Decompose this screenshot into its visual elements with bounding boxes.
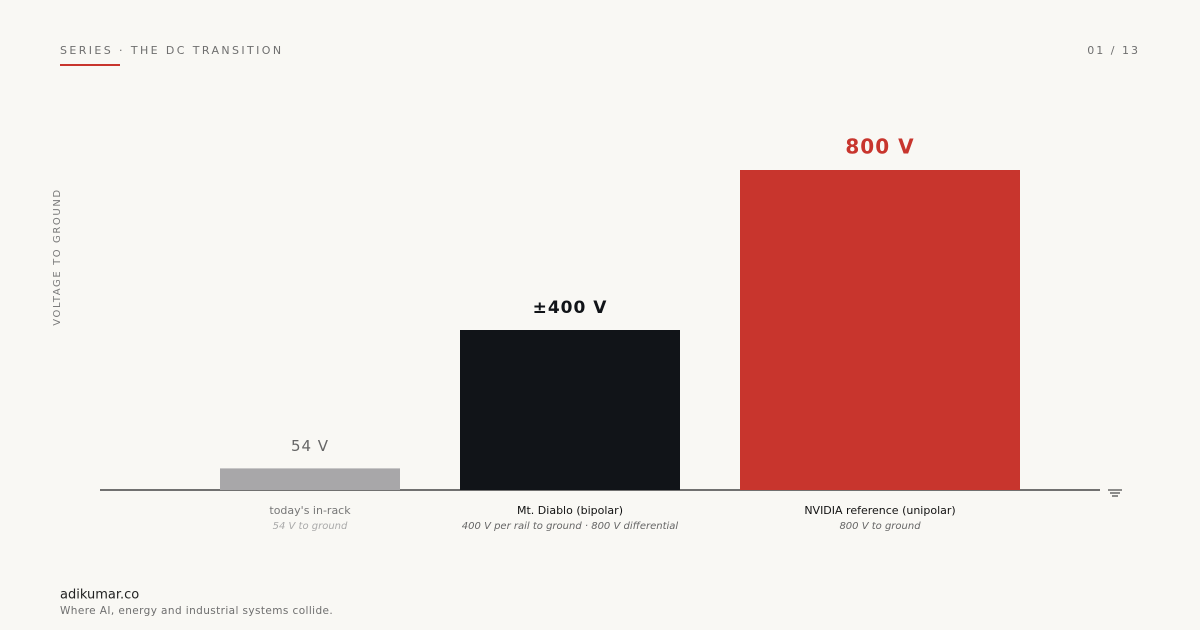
x-tick-label: Mt. Diablo (bipolar) xyxy=(517,504,623,517)
value-label: ±400 V xyxy=(533,298,608,318)
value-label: 54 V xyxy=(291,437,329,455)
x-tick-label: today's in-rack xyxy=(269,504,351,517)
tagline: Where AI, energy and industrial systems … xyxy=(60,605,333,617)
value-label: 800 V xyxy=(845,135,914,159)
bar xyxy=(220,468,400,490)
series-title: SERIES · THE DC TRANSITION xyxy=(60,44,283,57)
category-note: 400 V per rail to ground · 800 V differe… xyxy=(462,521,679,532)
x-tick-label: NVIDIA reference (unipolar) xyxy=(804,504,955,517)
category-note: 800 V to ground xyxy=(839,521,921,532)
page-number: 01 / 13 xyxy=(1087,44,1140,57)
y-axis-label: VOLTAGE TO GROUND xyxy=(52,188,63,325)
filter-icon xyxy=(1108,489,1122,497)
bar xyxy=(460,330,680,490)
category-note: 54 V to ground xyxy=(273,521,348,532)
site-name: adikumar.co xyxy=(60,588,139,603)
bar xyxy=(740,170,1020,490)
